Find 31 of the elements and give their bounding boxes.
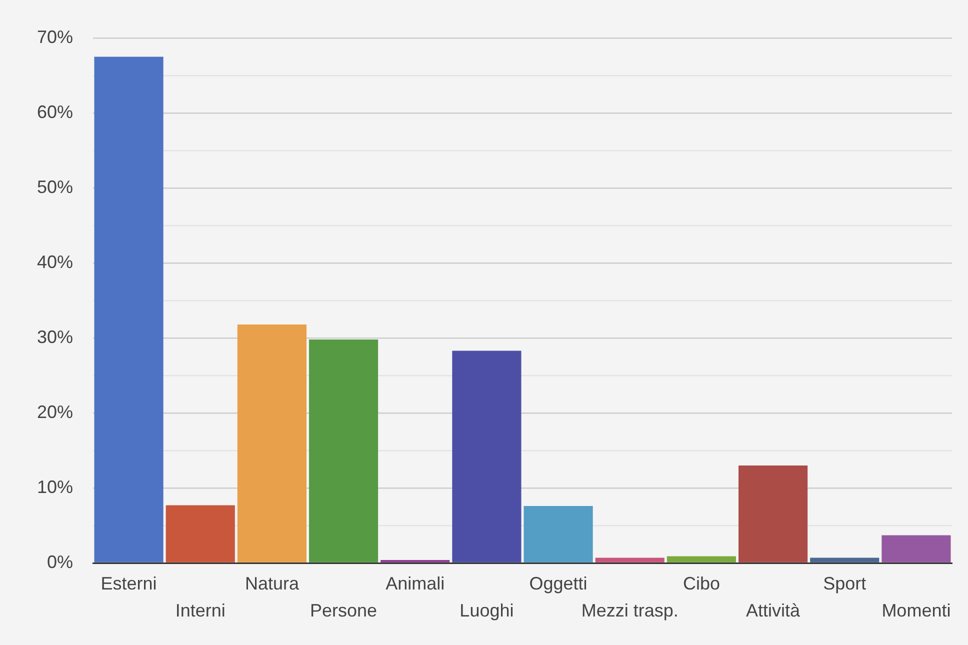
bar (94, 56, 164, 562)
x-tick-label: Animali (386, 573, 445, 594)
y-tick-label: 40% (36, 252, 73, 272)
y-tick-label: 50% (36, 176, 73, 197)
bar (595, 558, 664, 562)
y-tick-label: 20% (36, 402, 73, 422)
y-tick-label: 0% (46, 552, 73, 572)
x-tick-label: Mezzi trasp. (581, 600, 678, 620)
y-tick-label: 70% (36, 26, 73, 47)
x-tick-label: Cibo (682, 573, 720, 594)
x-tick-label: Luoghi (460, 600, 514, 620)
x-tick-label: Natura (244, 573, 300, 594)
x-tick-label: Momenti (882, 600, 951, 620)
x-tick-label: Persone (310, 600, 378, 620)
x-tick-label: Sport (823, 573, 866, 594)
y-tick-label: 60% (36, 102, 73, 122)
y-tick-label: 30% (36, 326, 73, 347)
bar (524, 506, 593, 562)
x-tick-label: Esterni (100, 573, 157, 594)
bar (237, 324, 306, 562)
bar (810, 558, 880, 562)
x-tick-label: Attività (746, 600, 802, 620)
bar (738, 466, 808, 562)
bar (882, 535, 951, 562)
bar (666, 556, 736, 562)
bar (452, 350, 522, 562)
x-tick-label: Interni (175, 600, 226, 620)
bar (166, 505, 235, 562)
x-tick-label: Oggetti (529, 573, 588, 594)
bar (309, 340, 378, 562)
y-tick-label: 10% (36, 476, 73, 497)
